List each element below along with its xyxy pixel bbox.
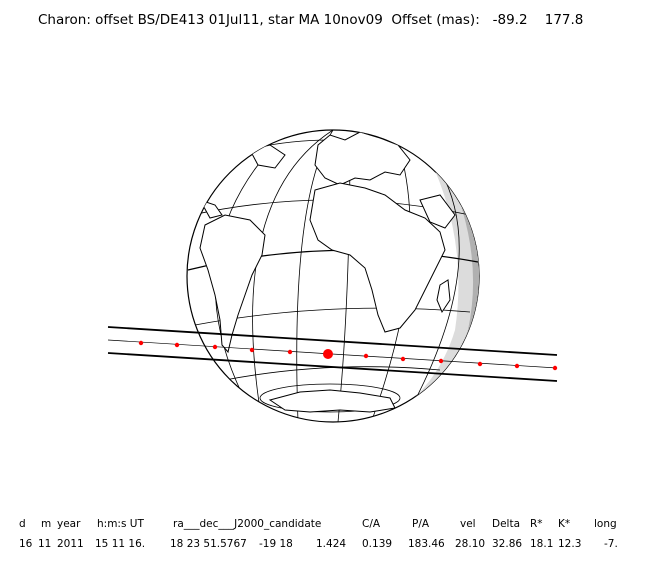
madagascar-landmass [436, 279, 451, 314]
value-candidate: 1.424 [316, 538, 347, 550]
header-radec: ra___dec___J2000_candidate [173, 518, 322, 530]
header-time: h:m:s UT [97, 518, 144, 530]
path-dot [477, 361, 483, 367]
header-vel: vel [460, 518, 476, 530]
value-month: 11 [38, 538, 52, 550]
europe-landmass [314, 131, 411, 186]
antarctica-landmass [268, 389, 396, 413]
time-markers [138, 340, 558, 371]
africa-landmass [309, 182, 446, 333]
header-month: m [41, 518, 52, 530]
value-time: 15 11 16. [95, 538, 146, 550]
path-dot [249, 347, 255, 353]
offset-dec-value: 177.8 [544, 12, 584, 28]
value-rstar: 18.1 [530, 538, 554, 550]
header-delta: Delta [492, 518, 521, 530]
header-rstar: R* [530, 518, 543, 530]
plot-title: Charon: offset BS/DE413 01Jul11, star MA… [38, 12, 583, 28]
path-dot [212, 344, 218, 350]
path-dot [138, 340, 144, 346]
offset-ra-value: -89.2 [492, 12, 528, 28]
path-dot [514, 363, 520, 369]
value-pa: 183.46 [408, 538, 445, 550]
shadow-south-limit [107, 352, 558, 382]
value-long: -7. [604, 538, 618, 550]
header-day: d [19, 518, 26, 530]
continents [198, 131, 456, 413]
value-ca: 0.139 [362, 538, 393, 550]
value-vel: 28.10 [455, 538, 486, 550]
header-pa: P/A [412, 518, 430, 530]
path-dot [438, 358, 444, 364]
title-text: Charon: offset BS/DE413 01Jul11, star MA… [38, 12, 480, 28]
value-kstar: 12.3 [558, 538, 582, 550]
value-year: 2011 [57, 538, 84, 550]
path-dot [363, 353, 369, 359]
value-ra: 18 23 51.5767 [170, 538, 247, 550]
path-dot [400, 356, 406, 362]
value-day: 16 [19, 538, 33, 550]
shadow-north-limit [107, 326, 558, 356]
path-dot [552, 365, 558, 371]
header-year: year [57, 518, 81, 530]
path-dot [174, 342, 180, 348]
value-dec: -19 18 [259, 538, 293, 550]
header-kstar: K* [558, 518, 571, 530]
central-dot [323, 349, 333, 359]
value-delta: 32.86 [492, 538, 523, 550]
header-ca: C/A [362, 518, 381, 530]
header-long: long [594, 518, 617, 530]
arabia-landmass [419, 194, 456, 229]
south-america-landmass [199, 214, 266, 354]
path-dot [287, 349, 293, 355]
occultation-map [107, 129, 558, 423]
